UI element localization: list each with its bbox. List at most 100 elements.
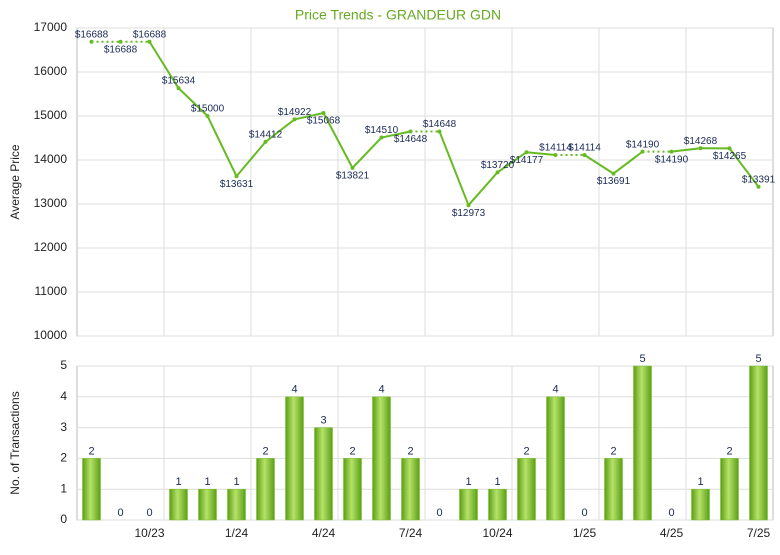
bar [721,458,739,520]
value-label: 2 [262,445,268,457]
value-label: 0 [581,507,587,519]
value-label: 1 [204,476,210,488]
value-label: 1 [697,476,703,488]
value-label: $13391 [742,174,776,185]
y-tick-label: 3 [60,420,67,434]
value-label: $15634 [162,76,196,87]
value-label: $16688 [104,44,138,55]
line-segment [353,138,382,168]
value-label: 2 [610,445,616,457]
bar [199,489,217,520]
value-label: $14114 [568,143,601,154]
value-label: $16688 [75,29,109,40]
value-label: $14268 [684,136,718,147]
bar [373,397,391,520]
value-label: 2 [407,445,413,457]
value-label: 0 [146,507,152,519]
y-tick-label: 17000 [34,20,68,34]
value-label: $14177 [510,155,544,166]
value-label: $13631 [220,179,254,190]
line-segment [208,116,237,176]
value-label: 2 [88,445,94,457]
value-label: 0 [436,507,442,519]
bar [83,458,101,520]
value-label: 0 [117,507,123,519]
line-segment [614,152,643,174]
x-tick-label: 4/25 [660,526,684,540]
y-tick-label: 5 [60,358,67,372]
bar [257,458,275,520]
bar [518,458,536,520]
y-tick-label: 0 [60,512,67,526]
point [119,40,123,44]
y-tick-label: 4 [60,389,67,403]
value-label: 2 [726,445,732,457]
value-label: 4 [378,384,384,396]
value-label: $16688 [133,29,167,40]
value-label: 1 [233,476,239,488]
y-tick-label: 2 [60,451,67,465]
x-tick-label: 7/24 [399,526,423,540]
y-tick-label: 16000 [34,64,68,78]
value-label: $15068 [307,116,341,127]
x-tick-label: 4/24 [312,526,336,540]
y-tick-label: 14000 [34,152,68,166]
value-label: 2 [349,445,355,457]
y-tick-label: 10000 [34,328,68,342]
point [235,174,239,178]
x-tick-label: 1/25 [573,526,597,540]
point [351,166,355,170]
value-label: $13821 [336,171,370,182]
value-label: 4 [552,384,558,396]
value-label: $15000 [191,104,225,115]
y-axis-label: Average Price [8,144,22,219]
point [612,172,616,176]
point [467,203,471,207]
y-tick-label: 12000 [34,240,68,254]
value-label: 1 [494,476,500,488]
line-segment [469,172,498,205]
bar [344,458,362,520]
value-label: $14190 [655,154,689,165]
bar [286,397,304,520]
chart-title: Price Trends - GRANDEUR GDN [295,7,501,23]
value-label: $14265 [713,151,747,162]
value-label: 5 [639,353,645,365]
bar [605,458,623,520]
bar [170,489,188,520]
bar [750,366,768,520]
bar [634,366,652,520]
value-label: $14412 [249,130,283,141]
bar [315,428,333,520]
value-label: $14648 [394,134,428,145]
y-tick-label: 15000 [34,108,68,122]
bar [402,458,420,520]
y-axis-label: No. of Transactions [8,391,22,494]
y-tick-label: 11000 [35,284,68,298]
point [322,111,326,115]
value-label: 1 [465,476,471,488]
value-label: 5 [755,353,761,365]
x-tick-label: 1/24 [225,526,249,540]
value-label: $14190 [626,139,660,150]
value-label: $12973 [452,208,486,219]
y-tick-label: 13000 [34,196,68,210]
value-label: $13691 [597,176,631,187]
x-tick-label: 10/23 [134,526,164,540]
value-label: 4 [291,384,297,396]
value-label: $14648 [423,119,457,130]
point [409,129,413,133]
value-label: 3 [320,415,326,427]
point [670,150,674,154]
x-tick-label: 10/24 [482,526,512,540]
value-label: 2 [523,445,529,457]
x-tick-label: 7/25 [747,526,771,540]
point [728,146,732,150]
bar [547,397,565,520]
bar [228,489,246,520]
value-label: 0 [668,507,674,519]
line-segment [440,131,469,205]
y-tick-label: 1 [60,481,67,495]
